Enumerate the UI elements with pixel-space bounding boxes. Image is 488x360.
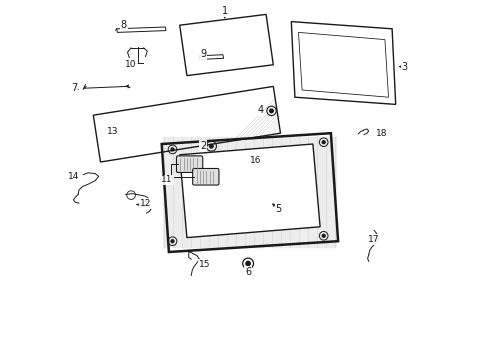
Text: 14: 14 [68,172,79,181]
Circle shape [322,141,325,144]
Text: 4: 4 [257,105,263,115]
FancyBboxPatch shape [176,156,203,172]
Text: 10: 10 [125,60,137,69]
Text: 15: 15 [199,260,210,269]
Text: 7: 7 [71,83,78,93]
Text: 12: 12 [140,199,151,208]
Polygon shape [179,14,273,76]
Text: 16: 16 [249,156,261,165]
Text: 9: 9 [200,49,206,59]
Text: 1: 1 [221,6,227,16]
Circle shape [322,234,325,237]
Polygon shape [179,144,320,238]
Circle shape [245,261,250,266]
Text: 11: 11 [161,175,172,184]
Text: 8: 8 [121,20,127,30]
Polygon shape [93,86,280,162]
Circle shape [269,109,273,113]
Text: 5: 5 [275,204,281,214]
FancyBboxPatch shape [192,168,219,185]
Text: 13: 13 [107,127,119,136]
Text: 17: 17 [367,235,379,244]
Text: 18: 18 [375,129,386,138]
Text: 3: 3 [401,62,407,72]
Text: 2: 2 [200,141,206,151]
Circle shape [171,240,174,243]
Polygon shape [291,22,395,104]
Circle shape [209,144,213,148]
Circle shape [171,148,174,151]
Text: 6: 6 [244,267,251,277]
